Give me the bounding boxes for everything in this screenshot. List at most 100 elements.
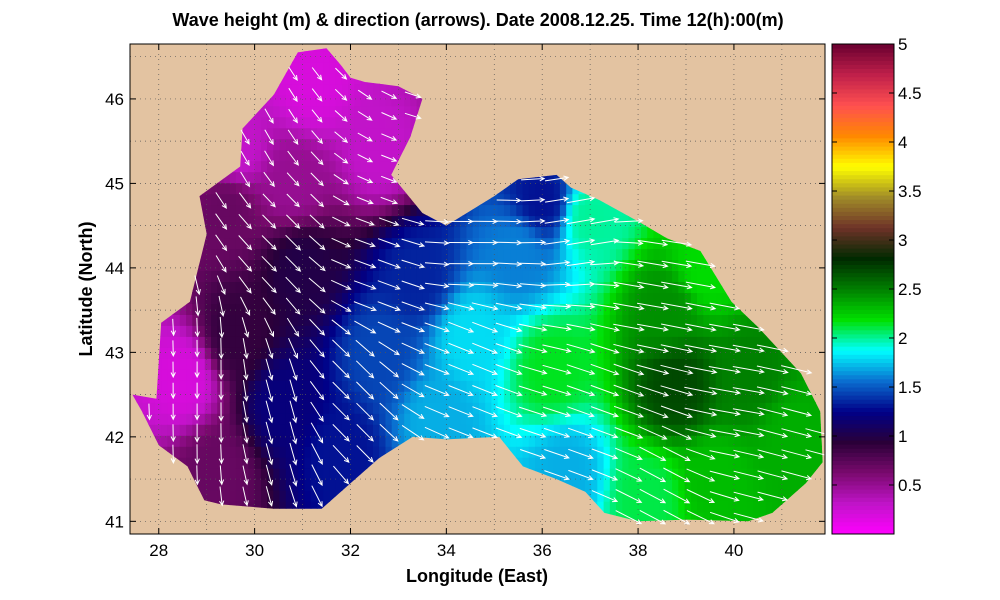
wave-height-cell <box>715 391 723 403</box>
wave-height-cell <box>622 325 630 337</box>
wave-height-cell <box>541 182 548 195</box>
wave-height-cell <box>248 237 256 250</box>
wave-height-cell <box>304 61 312 74</box>
wave-height-cell <box>597 413 605 425</box>
wave-height-cell <box>354 424 362 436</box>
wave-height-cell <box>410 303 418 315</box>
wave-height-cell <box>672 325 679 337</box>
wave-height-cell <box>460 248 467 260</box>
wave-height-cell <box>223 248 231 260</box>
wave-height-cell <box>173 435 181 447</box>
wave-height-cell <box>541 457 548 469</box>
wave-height-cell <box>422 347 430 359</box>
wave-height-cell <box>516 402 524 414</box>
wave-height-cell <box>684 512 692 522</box>
wave-height-cell <box>341 347 349 359</box>
wave-height-cell <box>348 248 355 260</box>
wave-height-cell <box>640 259 648 271</box>
wave-height-cell <box>366 94 374 107</box>
wave-height-cell <box>553 237 561 250</box>
wave-height-cell <box>416 391 424 403</box>
wave-height-cell <box>323 424 330 436</box>
wave-height-cell <box>665 237 673 250</box>
wave-height-cell <box>323 259 330 271</box>
wave-height-cell <box>223 314 231 326</box>
wave-height-cell <box>360 149 368 162</box>
wave-height-cell <box>223 358 231 370</box>
wave-height-cell <box>404 281 411 293</box>
wave-height-cell <box>497 325 505 337</box>
wave-height-cell <box>397 303 405 315</box>
wave-height-cell <box>697 259 704 271</box>
wave-height-cell <box>535 413 542 425</box>
wave-height-cell <box>329 160 337 173</box>
wave-height-cell <box>298 336 305 348</box>
wave-height-cell <box>709 457 717 469</box>
wave-height-cell <box>616 336 623 348</box>
wave-height-cell <box>410 248 418 260</box>
wave-height-cell <box>329 237 337 250</box>
wave-height-cell <box>746 391 754 403</box>
wave-height-cell <box>285 501 293 513</box>
wave-height-cell <box>510 204 517 217</box>
wave-height-cell <box>697 369 704 381</box>
wave-height-cell <box>304 105 312 118</box>
wave-height-cell <box>566 347 573 359</box>
wave-height-cell <box>260 369 268 381</box>
wave-height-cell <box>173 402 181 414</box>
wave-height-cell <box>379 446 386 458</box>
wave-height-cell <box>379 292 386 304</box>
wave-height-cell <box>198 358 206 370</box>
wave-height-cell <box>753 490 760 502</box>
wave-height-cell <box>765 380 773 392</box>
wave-height-cell <box>584 468 592 480</box>
wave-height-cell <box>503 402 511 414</box>
wave-height-cell <box>379 182 386 195</box>
wave-height-cell <box>553 270 561 282</box>
wave-height-cell <box>348 160 355 173</box>
wave-height-cell <box>697 336 704 348</box>
wave-height-cell <box>697 468 704 480</box>
wave-height-cell <box>603 490 611 502</box>
wave-height-cell <box>217 182 224 195</box>
wave-height-cell <box>373 215 380 228</box>
wave-height-cell <box>360 336 368 348</box>
wave-height-cell <box>472 314 480 326</box>
wave-height-cell <box>341 446 349 458</box>
wave-height-cell <box>397 336 405 348</box>
wave-height-cell <box>285 138 293 151</box>
wave-height-cell <box>329 193 337 206</box>
wave-height-cell <box>466 237 474 250</box>
wave-height-cell <box>441 380 449 392</box>
wave-height-cell <box>379 138 386 151</box>
wave-height-cell <box>310 413 318 425</box>
wave-height-cell <box>478 347 486 359</box>
wave-height-cell <box>360 369 368 381</box>
wave-height-cell <box>279 171 287 184</box>
wave-height-cell <box>385 237 393 250</box>
wave-height-cell <box>235 369 243 381</box>
wave-height-cell <box>273 105 281 118</box>
wave-height-cell <box>753 512 760 522</box>
wave-height-cell <box>591 248 598 260</box>
wave-height-cell <box>522 204 530 217</box>
wave-height-cell <box>323 457 330 469</box>
wave-height-cell <box>204 468 212 480</box>
wave-height-cell <box>634 446 642 458</box>
wave-height-cell <box>759 457 767 469</box>
wave-height-cell <box>503 369 511 381</box>
wave-height-cell <box>298 61 305 74</box>
wave-height-cell <box>491 314 499 326</box>
wave-height-cell <box>235 259 243 271</box>
wave-height-cell <box>292 160 299 173</box>
wave-height-cell <box>373 325 380 337</box>
wave-height-cell <box>298 468 305 480</box>
wave-height-cell <box>659 248 667 260</box>
wave-height-cell <box>273 116 281 129</box>
wave-height-cell <box>298 204 305 217</box>
wave-height-cell <box>491 204 499 217</box>
wave-height-cell <box>229 358 237 370</box>
wave-height-cell <box>703 435 711 447</box>
wave-height-cell <box>784 479 792 491</box>
wave-height-cell <box>235 193 243 206</box>
